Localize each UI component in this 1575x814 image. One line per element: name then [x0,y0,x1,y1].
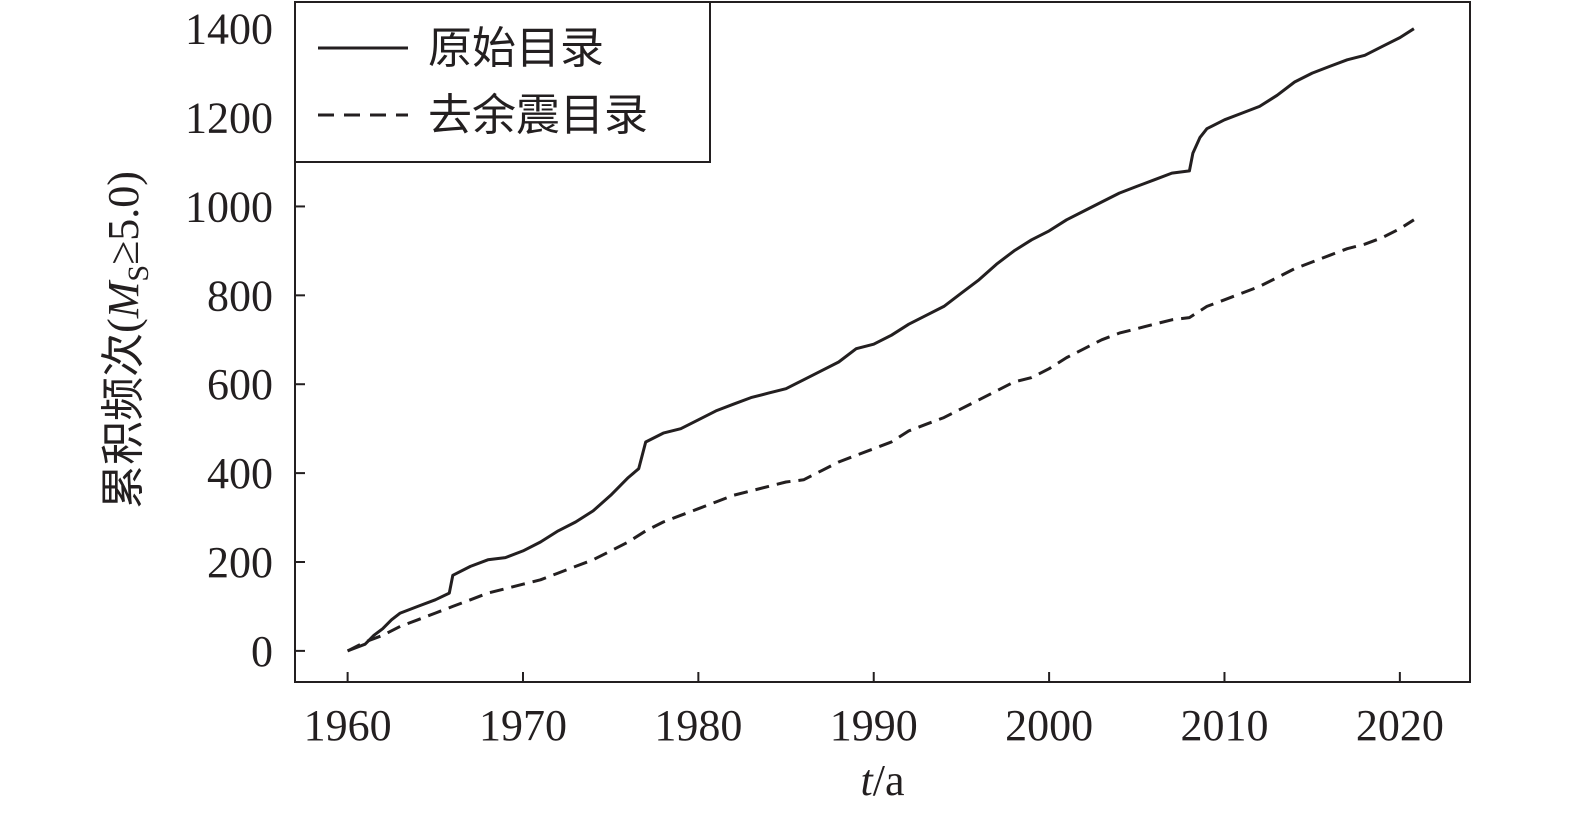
x-axis-title: t/a [861,756,905,805]
x-tick-label: 1980 [654,701,742,750]
legend-box [294,1,711,163]
x-tick-label: 1990 [830,701,918,750]
y-tick-label: 200 [207,538,273,587]
x-tick-label: 2000 [1005,701,1093,750]
legend-label-declustered: 去余震目录 [428,91,648,140]
y-axis-subscript: S [122,265,155,282]
y-tick-label: 400 [207,449,273,498]
y-axis-variable: M [99,279,148,319]
y-tick-label: 800 [207,271,273,320]
legend-label-original: 原始目录 [428,24,604,73]
x-tick-label: 2020 [1356,701,1444,750]
x-tick-label: 1970 [479,701,567,750]
y-axis-suffix: ≥5.0) [99,171,148,265]
series-line-original [347,27,1415,653]
legend: 原始目录 去余震目录 [294,1,711,163]
x-axis-separator: / [873,756,886,805]
x-tick-label: 2010 [1180,701,1268,750]
y-axis-ticks: 0 200 400 600 800 1000 1200 1400 [185,5,305,676]
y-axis-prefix: 累积频次( [99,318,148,509]
y-tick-label: 1000 [185,182,273,231]
series-line-declustered [346,218,1415,653]
x-axis-unit: a [885,756,905,805]
y-tick-label: 0 [251,627,273,676]
y-tick-label: 1400 [185,5,273,54]
x-axis-variable: t [861,756,875,805]
y-tick-label: 600 [207,360,273,409]
y-axis-title: 累积频次(MS≥5.0) [99,171,155,509]
plot-frame [294,1,1471,683]
x-tick-label: 1960 [304,701,392,750]
series-lines [346,27,1415,653]
y-tick-label: 1200 [185,94,273,143]
x-axis-ticks: 1960 1970 1980 1990 2000 2010 2020 [304,672,1444,750]
